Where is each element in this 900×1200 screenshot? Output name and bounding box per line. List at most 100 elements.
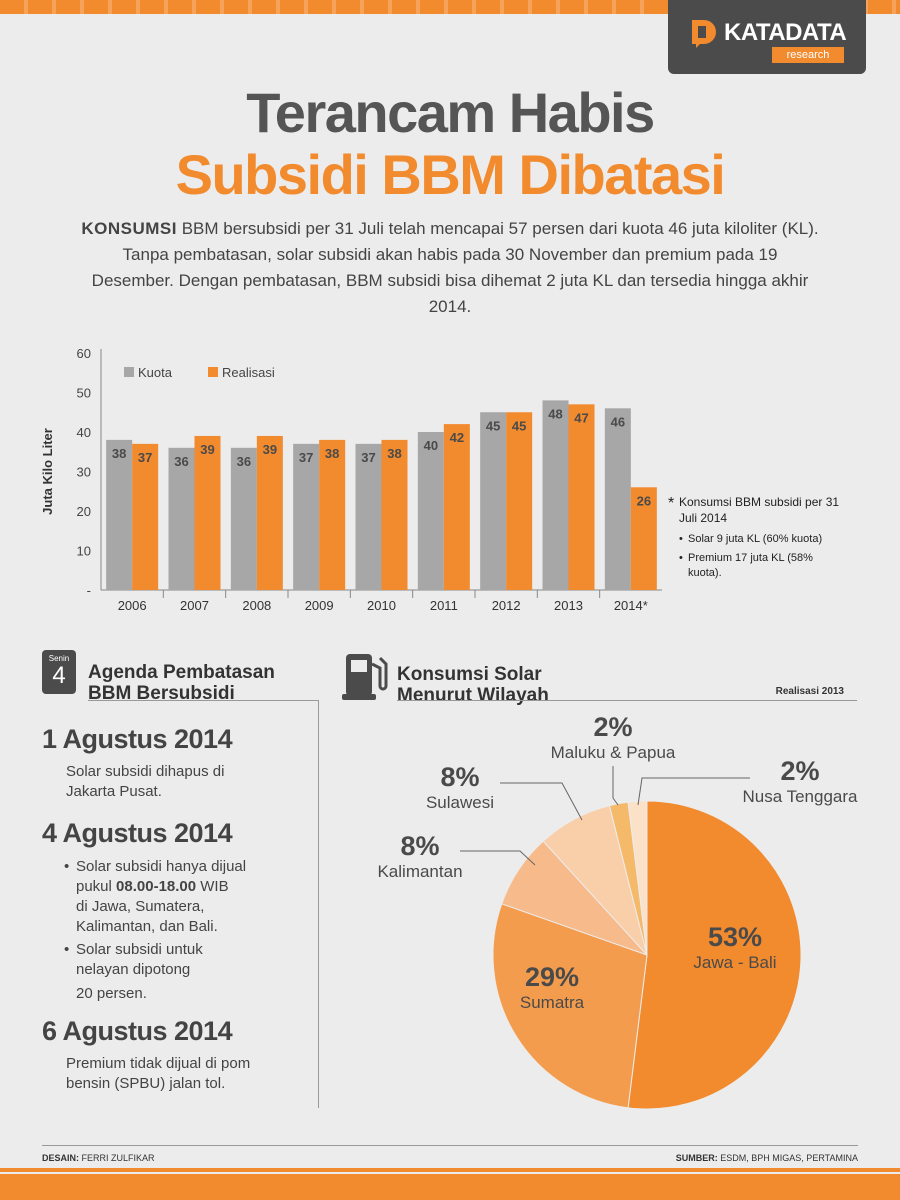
x-tick-label: 2012 bbox=[492, 598, 521, 613]
bar-value-label: 42 bbox=[450, 430, 464, 445]
solar-divider bbox=[397, 700, 857, 701]
pie-percent-label: 8% bbox=[400, 831, 439, 861]
pie-slice-label: Nusa Tenggara bbox=[743, 787, 859, 806]
bar-kuota bbox=[355, 443, 382, 590]
bar-value-label: 37 bbox=[138, 450, 152, 465]
intro-paragraph: KONSUMSI BBM bersubsidi per 31 Juli tela… bbox=[80, 216, 820, 320]
calendar-icon: Senin 4 bbox=[42, 650, 76, 694]
pie-percent-label: 29% bbox=[525, 962, 579, 992]
pie-slice-label: Jawa - Bali bbox=[693, 953, 776, 972]
bar-chart: Juta Kilo Liter - 10 20 30 40 50 60 2006 38 37 2007… bbox=[40, 346, 662, 613]
pie-slice-label: Sumatra bbox=[520, 993, 585, 1012]
y-tick-label: 20 bbox=[77, 504, 91, 519]
footer-divider bbox=[42, 1145, 858, 1146]
page-subtitle: Subsidi BBM Dibatasi bbox=[175, 143, 726, 206]
y-tick-label: 30 bbox=[77, 465, 91, 480]
pie-percent-label: 2% bbox=[780, 756, 819, 786]
x-tick-label: 2008 bbox=[242, 598, 271, 613]
agenda-desc-line: Premium tidak dijual di pom bbox=[66, 1055, 251, 1072]
calendar-number: 4 bbox=[52, 662, 66, 689]
bar-value-label: 26 bbox=[637, 493, 651, 508]
y-tick-label: 60 bbox=[77, 346, 91, 361]
agenda-bullet-line: pukul bbox=[76, 878, 117, 895]
bar-realisasi bbox=[568, 404, 595, 590]
bar-value-label: 40 bbox=[424, 438, 438, 453]
bar-value-label: 47 bbox=[574, 410, 588, 425]
agenda-vertical-divider bbox=[318, 700, 319, 1108]
y-tick-label: 40 bbox=[77, 425, 91, 440]
x-tick-label: 2011 bbox=[430, 598, 458, 613]
agenda-bullet-line: Solar subsidi hanya dijual bbox=[76, 858, 247, 875]
y-tick-label: 10 bbox=[77, 544, 91, 559]
logo-text: KATADATA bbox=[724, 19, 847, 46]
footer-credit-label: DESAIN: bbox=[42, 1153, 80, 1163]
bar-kuota bbox=[230, 447, 257, 590]
footer-credit: DESAIN: FERRI ZULFIKAR bbox=[42, 1153, 155, 1163]
x-tick-label: 2013 bbox=[554, 598, 583, 613]
pie-percent-label: 8% bbox=[440, 762, 479, 792]
legend-swatch bbox=[208, 367, 218, 377]
bar-value-label: 45 bbox=[486, 418, 500, 433]
agenda-divider bbox=[88, 700, 318, 701]
bar-kuota bbox=[480, 412, 507, 590]
bar-kuota bbox=[106, 439, 133, 590]
bottom-stripe bbox=[0, 1168, 900, 1200]
pie-percent-label: 53% bbox=[708, 922, 762, 952]
logo-d-icon bbox=[692, 20, 716, 48]
x-tick-label: 2007 bbox=[180, 598, 209, 613]
note-star: * bbox=[668, 495, 675, 512]
agenda-desc-line: Solar subsidi dihapus di bbox=[66, 763, 225, 780]
bar-realisasi bbox=[630, 487, 657, 590]
x-tick-label: 2010 bbox=[367, 598, 396, 613]
chart-note: * Konsumsi BBM subsidi per 31 Juli 2014 … bbox=[668, 494, 848, 585]
bar-realisasi bbox=[443, 424, 470, 590]
x-tick-label: 2009 bbox=[305, 598, 334, 613]
bar-value-label: 46 bbox=[611, 414, 625, 429]
agenda-date: 6 Agustus 2014 bbox=[42, 1016, 233, 1046]
bar-value-label: 38 bbox=[325, 446, 339, 461]
footer-source: SUMBER: ESDM, BPH MIGAS, PERTAMINA bbox=[676, 1153, 858, 1163]
legend-label: Kuota bbox=[138, 365, 173, 380]
bar-value-label: 39 bbox=[263, 442, 277, 457]
page-title: Terancam Habis bbox=[246, 81, 655, 144]
agenda-bullet: • Solar subsidi untuk nelayan dipotong 2… bbox=[64, 941, 203, 1002]
intro-lead: KONSUMSI bbox=[81, 219, 177, 238]
footer-credit-value: FERRI ZULFIKAR bbox=[79, 1153, 155, 1163]
agenda-bullet-line: di Jawa, Sumatera, bbox=[76, 898, 205, 915]
leader-line bbox=[500, 782, 583, 821]
leader-line bbox=[460, 850, 536, 866]
bar-value-label: 36 bbox=[237, 454, 251, 469]
pie-slice-label: Sulawesi bbox=[426, 793, 494, 812]
leader-line bbox=[637, 777, 750, 806]
legend-label: Realisasi bbox=[222, 365, 275, 380]
bar-realisasi bbox=[132, 443, 159, 590]
agenda-desc-line: bensin (SPBU) jalan tol. bbox=[66, 1075, 226, 1092]
bar-kuota bbox=[542, 400, 569, 590]
agenda-bullet-line: WIB bbox=[196, 878, 229, 895]
bar-kuota bbox=[417, 432, 444, 590]
bar-value-label: 36 bbox=[174, 454, 188, 469]
agenda-bullet: • Solar subsidi hanya dijual pukul 08.00… bbox=[64, 858, 247, 935]
x-tick-label: 2014* bbox=[614, 598, 648, 613]
agenda-desc-line: Jakarta Pusat. bbox=[66, 783, 162, 800]
agenda-title: Agenda Pembatasan BBM Bersubsidi bbox=[88, 662, 275, 704]
agenda-desc: Premium tidak dijual di pom bensin (SPBU… bbox=[66, 1054, 250, 1094]
footer-source-value: ESDM, BPH MIGAS, PERTAMINA bbox=[717, 1153, 858, 1163]
bar-value-label: 37 bbox=[299, 450, 313, 465]
agenda-bullet-line: Solar subsidi untuk bbox=[76, 941, 203, 958]
bar-value-label: 45 bbox=[512, 418, 526, 433]
note-heading: Konsumsi BBM subsidi per 31 Juli 2014 bbox=[679, 495, 840, 525]
bar-value-label: 38 bbox=[387, 446, 401, 461]
agenda-date: 1 Agustus 2014 bbox=[42, 724, 233, 754]
leader-line bbox=[612, 766, 619, 806]
legend-swatch bbox=[124, 367, 134, 377]
agenda-bullet-bold: 08.00-18.00 bbox=[116, 878, 197, 895]
bar-kuota bbox=[604, 408, 631, 590]
note-item: Solar 9 juta KL (60% kuota) bbox=[679, 532, 848, 547]
katadata-logo: KATADATA research bbox=[668, 0, 866, 74]
intro-text: BBM bersubsidi per 31 Juli telah mencapa… bbox=[91, 219, 819, 316]
footer-source-label: SUMBER: bbox=[675, 1153, 718, 1163]
solar-subtitle: Realisasi 2013 bbox=[775, 686, 844, 697]
calendar-day: Senin bbox=[48, 654, 70, 663]
agenda-bullet-line: 20 persen. bbox=[76, 985, 147, 1002]
